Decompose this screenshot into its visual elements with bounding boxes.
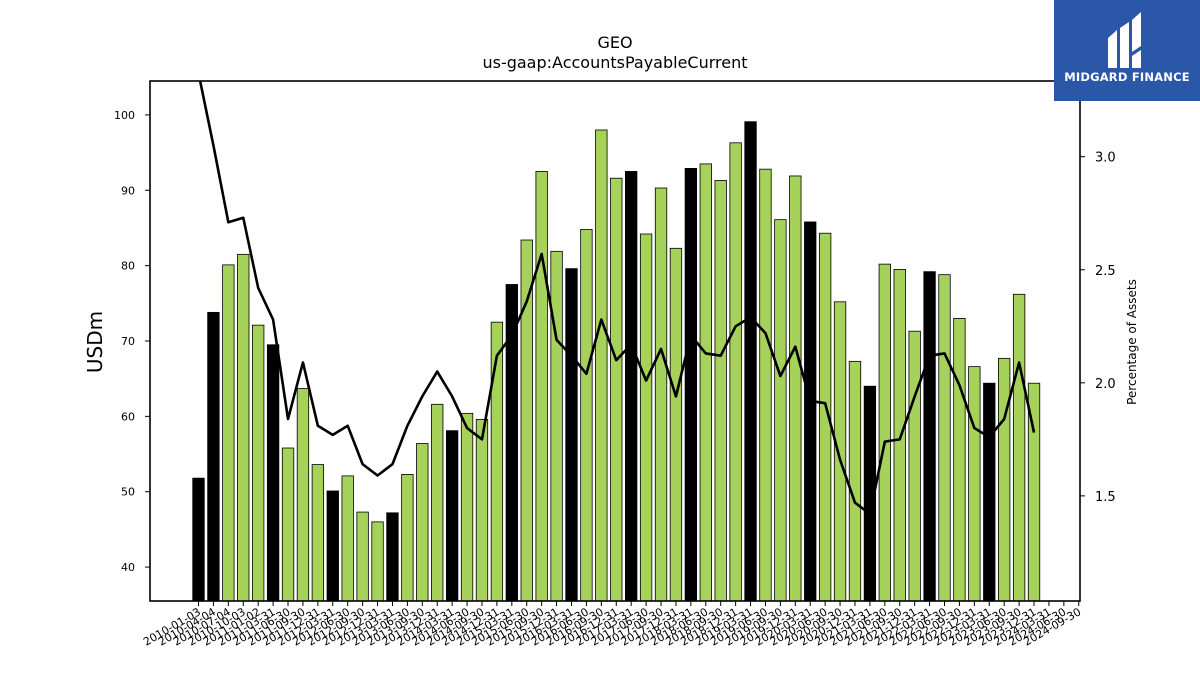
bar [416, 443, 429, 602]
bar [714, 180, 727, 602]
logo-mark-icon [1108, 12, 1141, 68]
bar [804, 221, 817, 602]
bar [610, 177, 623, 602]
bar [475, 418, 489, 602]
y2-tick-label: 1.5 [1095, 490, 1116, 505]
bar [923, 271, 936, 602]
bar [311, 464, 325, 602]
bar [565, 268, 578, 602]
bar [326, 490, 339, 602]
bar [371, 521, 384, 602]
bar [953, 317, 966, 602]
bar [535, 171, 548, 602]
y-tick-label: 80 [121, 260, 135, 273]
bar [998, 357, 1011, 602]
series-line [198, 81, 1036, 516]
bar [401, 473, 414, 602]
bar [744, 121, 757, 602]
bar [833, 301, 847, 602]
bar [1012, 293, 1026, 602]
bar [848, 360, 862, 602]
y2-tick-label: 2.5 [1095, 264, 1116, 279]
bar [281, 447, 295, 602]
bar [505, 284, 518, 602]
bar [445, 430, 459, 602]
chart-title: GEO [597, 33, 632, 52]
plot-frame [149, 80, 1081, 602]
y-tick-label: 90 [121, 184, 135, 197]
midgard-finance-logo: MIDGARD FINANCE [1054, 0, 1200, 101]
bar [908, 330, 921, 602]
bar [759, 168, 772, 602]
bar [520, 239, 533, 602]
bar [893, 269, 906, 602]
y2-axis-label: Percentage of Assets [1125, 279, 1139, 405]
bar [266, 344, 280, 602]
bar [639, 233, 653, 602]
bar [207, 311, 220, 602]
bar [222, 264, 235, 602]
bar [669, 247, 683, 602]
bar [386, 512, 399, 602]
bar [237, 253, 250, 602]
logo-text: MIDGARD FINANCE [1064, 70, 1190, 84]
bar [341, 475, 354, 602]
bar [938, 274, 951, 602]
bar [789, 175, 802, 602]
bar [192, 477, 205, 602]
y-axis-label: USDm [83, 311, 107, 373]
bar [654, 187, 668, 602]
bar [550, 250, 563, 602]
y2-tick-label: 3.0 [1095, 151, 1116, 166]
bar [878, 263, 891, 602]
y-tick-label: 100 [114, 109, 135, 122]
y2-tick-label: 2.0 [1095, 377, 1116, 392]
bar [431, 403, 444, 602]
bar [625, 171, 638, 602]
bar [490, 321, 504, 602]
bar [684, 168, 698, 602]
bar [356, 511, 369, 602]
y-tick-label: 70 [121, 335, 135, 348]
bar [729, 142, 742, 602]
bar [252, 324, 265, 602]
y-tick-label: 50 [121, 486, 135, 499]
bar [774, 219, 787, 602]
bar [968, 366, 981, 602]
y-tick-label: 60 [121, 410, 135, 423]
bar [699, 163, 712, 602]
bar [460, 412, 474, 602]
chart-subtitle: us-gaap:AccountsPayableCurrent [482, 53, 747, 72]
bar [296, 388, 310, 602]
y-tick-label: 40 [121, 561, 135, 574]
bar [580, 229, 593, 602]
bar [595, 129, 608, 602]
bar [983, 382, 996, 602]
